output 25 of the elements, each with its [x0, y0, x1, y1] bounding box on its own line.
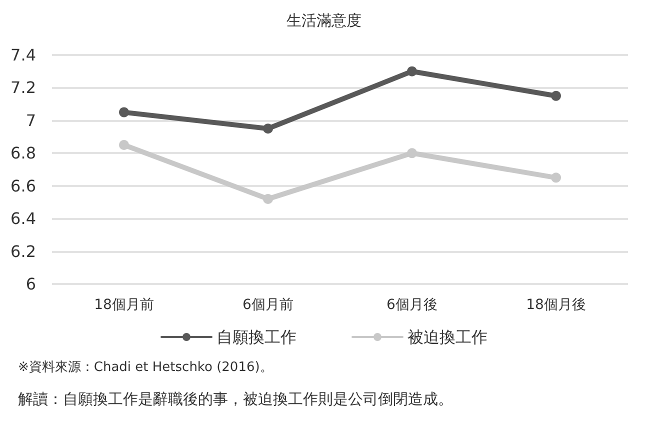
- text: ※資料來源：Chadi et Hetschko (2016)。: [18, 359, 274, 376]
- legend-label: 自願換工作: [216, 328, 296, 346]
- point: [551, 90, 561, 101]
- x-tick-label: 18個月後: [526, 297, 586, 313]
- point: [119, 107, 129, 118]
- y-tick-label: 6.2: [10, 242, 36, 261]
- x-tick-label: 18個月前: [94, 297, 154, 313]
- y-tick-label: 7: [26, 110, 36, 130]
- x-tick-label: 6個月後: [386, 297, 438, 313]
- x-tick-label: 6個月前: [242, 297, 294, 313]
- text: 解讀：自願換工作是辭職後的事，被迫換工作則是公司倒閉造成。: [18, 390, 454, 409]
- y-tick-label: 7.2: [10, 78, 36, 98]
- y-tick-label: 6: [26, 274, 36, 294]
- y-tick-label: 7.4: [10, 46, 36, 64]
- chart-title: 生活滿意度: [286, 12, 362, 30]
- point: [263, 194, 273, 204]
- point: [407, 66, 417, 76]
- point: [551, 172, 561, 183]
- point: [119, 140, 129, 150]
- legend-label: 被迫換工作: [408, 328, 488, 346]
- point: [263, 124, 273, 134]
- y-tick-label: 6.4: [10, 209, 36, 228]
- point: [407, 148, 417, 158]
- y-tick-label: 6.8: [10, 144, 36, 163]
- y-tick-label: 6.6: [10, 176, 36, 196]
